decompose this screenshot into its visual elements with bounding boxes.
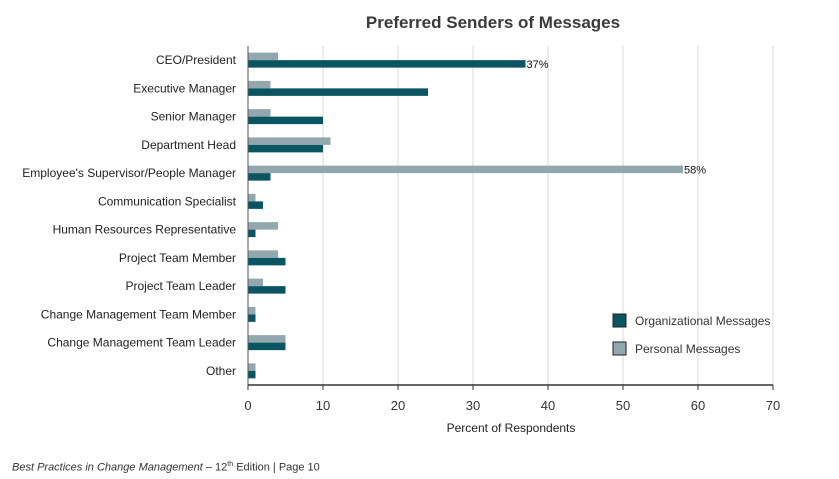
footer-divider: | xyxy=(272,461,276,474)
bar-personal xyxy=(248,306,256,315)
axes xyxy=(247,46,774,390)
bar-personal xyxy=(248,222,278,230)
x-tick-label: 0 xyxy=(244,398,251,413)
data-label: 58% xyxy=(684,164,706,176)
bar-organizational xyxy=(248,257,286,266)
bar-personal xyxy=(248,165,683,174)
bar-personal xyxy=(248,363,256,371)
gridlines xyxy=(322,46,774,385)
bar-organizational xyxy=(248,286,286,294)
legend-swatch xyxy=(612,341,627,356)
footer-edition-suffix: th xyxy=(227,461,234,468)
x-tick-label: 20 xyxy=(391,398,405,413)
footer-edition-word: Edition xyxy=(236,461,270,474)
x-tick-label: 50 xyxy=(616,398,630,413)
footer-page: Page 10 xyxy=(278,461,320,474)
footer-edition-number: 12 xyxy=(215,461,228,474)
x-tick-label: 30 xyxy=(466,398,480,413)
bar-organizational xyxy=(248,342,286,351)
bar-organizational xyxy=(248,144,323,153)
x-tick-label: 40 xyxy=(541,398,555,413)
bar-organizational xyxy=(248,60,526,68)
footer: Best Practices in Change Management – 12… xyxy=(12,461,320,474)
legend-label: Organizational Messages xyxy=(635,314,770,328)
bar-organizational xyxy=(248,370,256,379)
category-label: Change Management Team Leader xyxy=(47,336,236,350)
chart-title: Preferred Senders of Messages xyxy=(366,13,620,32)
data-label: 37% xyxy=(527,59,549,71)
bar-organizational xyxy=(248,88,428,96)
bar-organizational xyxy=(248,173,271,181)
category-label: Senior Manager xyxy=(151,110,236,124)
x-tick-label: 70 xyxy=(766,398,780,413)
bar-personal xyxy=(248,137,331,145)
bar-organizational xyxy=(248,201,263,209)
category-label: Executive Manager xyxy=(133,81,236,95)
category-label: Change Management Team Member xyxy=(41,307,236,321)
x-tick-label: 10 xyxy=(316,398,330,413)
bars xyxy=(248,52,683,379)
category-label: Communication Specialist xyxy=(98,194,237,208)
category-label: Other xyxy=(206,364,236,378)
category-label: Employee's Supervisor/People Manager xyxy=(22,166,236,180)
bar-personal xyxy=(248,250,278,258)
footer-publication: Best Practices in Change Management xyxy=(12,461,203,474)
x-axis-title: Percent of Respondents xyxy=(447,421,576,435)
category-label: Department Head xyxy=(141,138,236,152)
category-label: Project Team Member xyxy=(119,251,236,265)
category-labels: CEO/President Executive Manager Senior Man… xyxy=(22,53,236,378)
category-label: Human Resources Representative xyxy=(53,223,237,237)
x-tick-labels: 0 10 20 30 40 50 60 70 xyxy=(244,398,780,413)
bar-personal xyxy=(248,193,256,202)
x-tick-label: 60 xyxy=(691,398,705,413)
legend-swatch xyxy=(612,313,627,328)
data-labels: 37% 58% xyxy=(527,59,707,177)
legend-label: Personal Messages xyxy=(635,342,740,356)
bar-personal xyxy=(248,52,278,61)
category-label: Project Team Leader xyxy=(125,279,236,293)
bar-organizational xyxy=(248,229,256,238)
category-label: CEO/President xyxy=(156,53,237,67)
bar-personal xyxy=(248,80,271,89)
legend: Organizational Messages Personal Messages xyxy=(612,313,770,356)
bar-personal xyxy=(248,278,263,287)
bar-personal xyxy=(248,109,271,117)
bar-personal xyxy=(248,335,286,343)
footer-separator: – xyxy=(205,461,212,474)
bar-organizational xyxy=(248,116,323,125)
bar-organizational xyxy=(248,314,256,322)
